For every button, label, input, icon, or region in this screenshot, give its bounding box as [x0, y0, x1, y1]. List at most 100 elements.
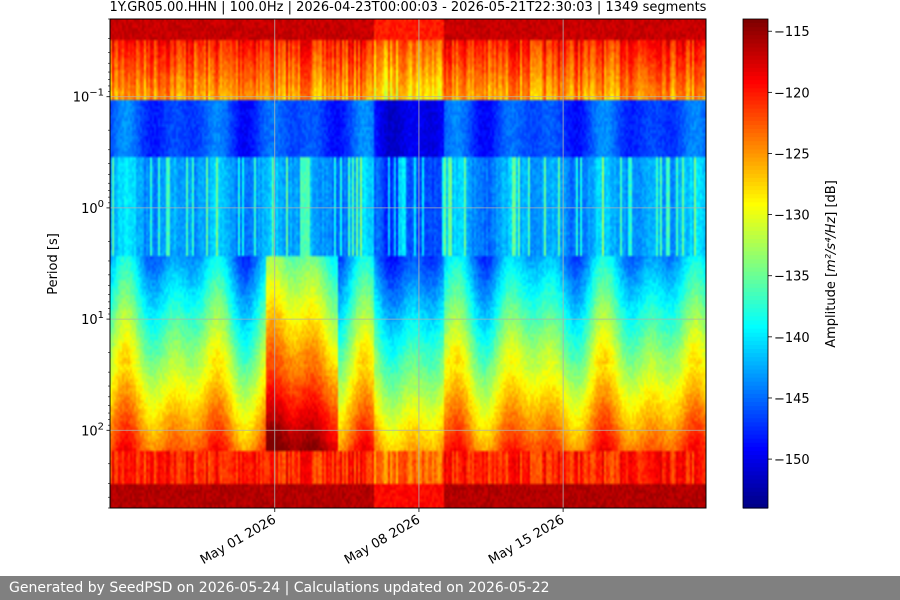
colorbar-swatch: [743, 19, 768, 24]
colorbar-swatch: [743, 402, 768, 407]
colorbar-swatch: [743, 503, 768, 509]
colorbar-swatch: [743, 349, 768, 354]
colorbar-swatch: [743, 308, 768, 313]
y-axis-label: Period [s]: [46, 233, 61, 295]
colorbar-swatch: [743, 324, 768, 330]
colorbar-swatch: [743, 47, 768, 53]
colorbar-swatch: [743, 210, 768, 216]
colorbar-swatch: [743, 410, 768, 415]
colorbar-label: Amplitude [m²/s⁴/Hz] [dB]: [824, 180, 839, 348]
colorbar-swatch: [743, 365, 768, 371]
colorbar-tick-label: −115: [774, 25, 810, 40]
colorbar-swatch: [743, 267, 768, 273]
chart-title: 1Y.GR05.00.HHN | 100.0Hz | 2026-04-23T00…: [110, 0, 707, 15]
colorbar-swatch: [743, 418, 768, 424]
colorbar-swatch: [743, 186, 768, 191]
x-tick-label: May 01 2026: [198, 512, 279, 567]
colorbar-swatch: [743, 88, 768, 93]
colorbar-tick-label: −150: [774, 453, 810, 468]
y-tick-label: 102: [81, 421, 104, 439]
psd-spectrogram-chart: 1Y.GR05.00.HHN | 100.0Hz | 2026-04-23T00…: [46, 0, 839, 568]
colorbar-swatch: [743, 120, 768, 126]
colorbar-swatch: [743, 320, 768, 326]
colorbar-swatch: [743, 92, 768, 98]
colorbar-tick-label: −140: [774, 331, 810, 346]
colorbar-swatch: [743, 43, 768, 49]
colorbar-swatch: [743, 377, 768, 383]
colorbar-swatch: [743, 255, 768, 261]
colorbar-swatch: [743, 332, 768, 338]
colorbar-swatch: [743, 312, 768, 318]
colorbar-swatch: [743, 271, 768, 277]
colorbar-label-unit: m²/s⁴/Hz: [824, 216, 839, 272]
colorbar-swatch: [743, 194, 768, 199]
colorbar-swatch: [743, 129, 768, 134]
colorbar-swatch: [743, 442, 768, 448]
colorbar-label-prefix: Amplitude [: [824, 272, 839, 348]
y-axis: 10−1 100 101 102: [73, 18, 110, 509]
colorbar-swatch: [743, 300, 768, 305]
colorbar-swatch: [743, 426, 768, 432]
colorbar-frame: [742, 18, 769, 509]
colorbar-swatch: [743, 39, 768, 45]
colorbar-swatch: [743, 149, 768, 155]
colorbar-swatch: [743, 145, 768, 150]
colorbar-swatch: [743, 96, 768, 102]
colorbar-swatch: [743, 467, 768, 472]
colorbar-swatch: [743, 55, 768, 61]
colorbar-swatch: [743, 393, 768, 399]
colorbar-swatch: [743, 336, 768, 342]
colorbar-swatch: [743, 137, 768, 142]
colorbar-swatch: [743, 247, 768, 252]
colorbar-swatch: [743, 422, 768, 428]
colorbar-tick-label: −125: [774, 147, 810, 162]
colorbar-swatch: [743, 161, 768, 167]
colorbar-swatch: [743, 296, 768, 301]
colorbar-swatch: [743, 471, 768, 476]
colorbar-swatch: [743, 495, 768, 501]
footer-bar: Generated by SeedPSD on 2026-05-24 | Cal…: [0, 576, 900, 600]
colorbar-swatch: [743, 230, 768, 236]
colorbar: −115 −120 −125 −130 −135 −140 −145 −150: [742, 18, 810, 509]
colorbar-swatch: [743, 414, 768, 419]
colorbar-swatch: [743, 67, 768, 73]
colorbar-tick-label: −135: [774, 270, 810, 285]
colorbar-swatch: [743, 202, 768, 208]
plot-frame: [109, 18, 707, 509]
colorbar-swatch: [743, 263, 768, 269]
colorbar-swatch: [743, 438, 768, 444]
colorbar-swatch: [743, 483, 768, 489]
colorbar-swatch: [743, 446, 768, 452]
colorbar-swatch: [743, 239, 768, 244]
colorbar-swatch: [743, 463, 768, 468]
colorbar-swatch: [743, 23, 768, 28]
colorbar-swatch: [743, 27, 768, 32]
colorbar-swatch: [743, 316, 768, 322]
colorbar-swatch: [743, 251, 768, 256]
colorbar-swatch: [743, 353, 768, 358]
colorbar-swatch: [743, 340, 768, 346]
colorbar-swatch: [743, 259, 768, 265]
colorbar-swatch: [743, 243, 768, 248]
y-tick-label: 100: [81, 199, 104, 217]
colorbar-swatch: [743, 182, 768, 187]
colorbar-swatch: [743, 361, 768, 366]
colorbar-swatch: [743, 206, 768, 212]
y-tick-label: 101: [81, 310, 104, 328]
colorbar-swatch: [743, 406, 768, 411]
y-tick-label: 10−1: [73, 88, 104, 106]
colorbar-swatch: [743, 84, 768, 89]
colorbar-swatch: [743, 328, 768, 334]
colorbar-swatch: [743, 373, 768, 379]
grid-lines: [110, 19, 706, 508]
colorbar-swatch: [743, 397, 768, 403]
colorbar-swatch: [743, 31, 768, 36]
colorbar-swatch: [743, 100, 768, 106]
colorbar-swatch: [743, 287, 768, 293]
colorbar-tick-label: −120: [774, 86, 810, 101]
colorbar-swatch: [743, 369, 768, 375]
x-axis: May 01 2026 May 08 2026 May 15 2026: [198, 508, 567, 568]
colorbar-swatch: [743, 124, 768, 130]
colorbar-swatch: [743, 459, 768, 464]
colorbar-swatch: [743, 434, 768, 440]
